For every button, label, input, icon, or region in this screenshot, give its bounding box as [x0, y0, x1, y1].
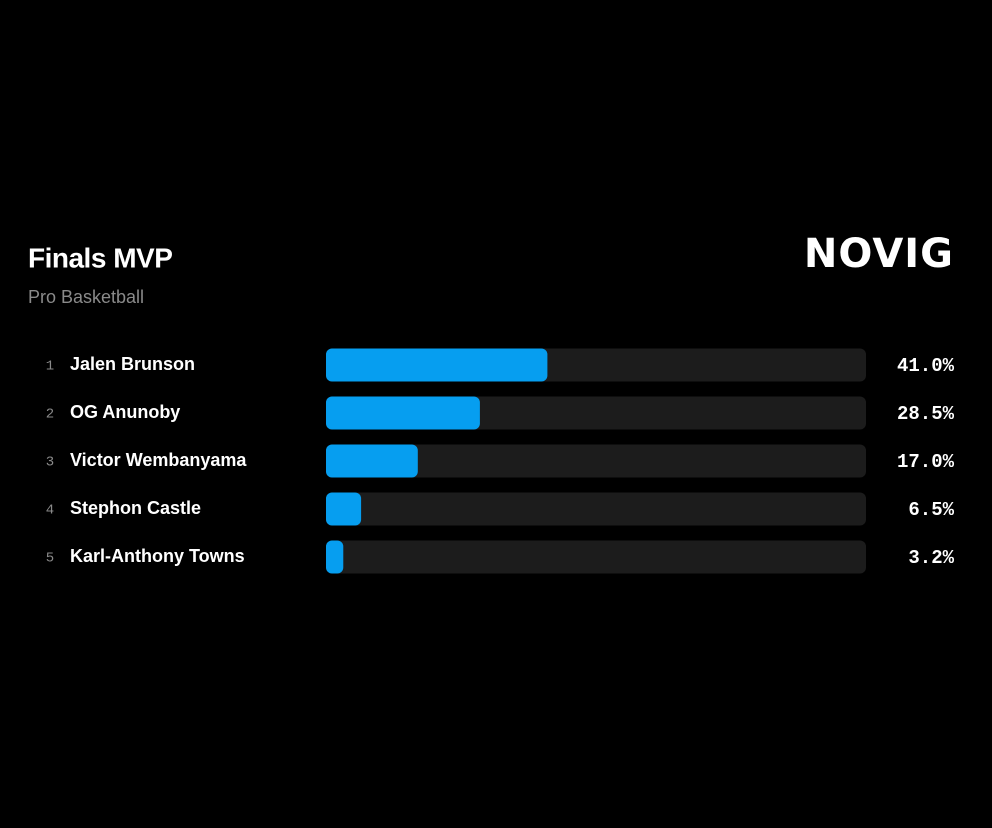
bar: [326, 396, 480, 430]
category-label: OG Anunoby: [70, 402, 180, 422]
value-label: 41.0%: [897, 355, 955, 377]
bar: [326, 444, 418, 478]
value-label: 6.5%: [908, 499, 954, 521]
logo: NOVIG: [804, 231, 954, 277]
value-label: 17.0%: [897, 451, 955, 473]
bar: [326, 540, 344, 574]
category-label: Victor Wembanyama: [70, 450, 247, 470]
chart-subtitle: Pro Basketball: [28, 287, 144, 307]
value-label: 3.2%: [908, 547, 954, 569]
rank: 2: [46, 407, 54, 423]
category-label: Jalen Brunson: [70, 354, 195, 374]
rank: 3: [46, 455, 54, 471]
rank: 1: [46, 359, 54, 375]
bar-track: [326, 492, 866, 526]
rank: 4: [46, 503, 54, 519]
value-label: 28.5%: [897, 403, 955, 425]
category-label: Stephon Castle: [70, 498, 201, 518]
rank: 5: [46, 551, 54, 567]
bar-track: [326, 444, 866, 478]
chart-title: Finals MVP: [28, 242, 172, 273]
category-label: Karl-Anthony Towns: [70, 546, 245, 566]
bar: [326, 348, 548, 382]
bar-track: [326, 540, 866, 574]
bar: [326, 492, 362, 526]
